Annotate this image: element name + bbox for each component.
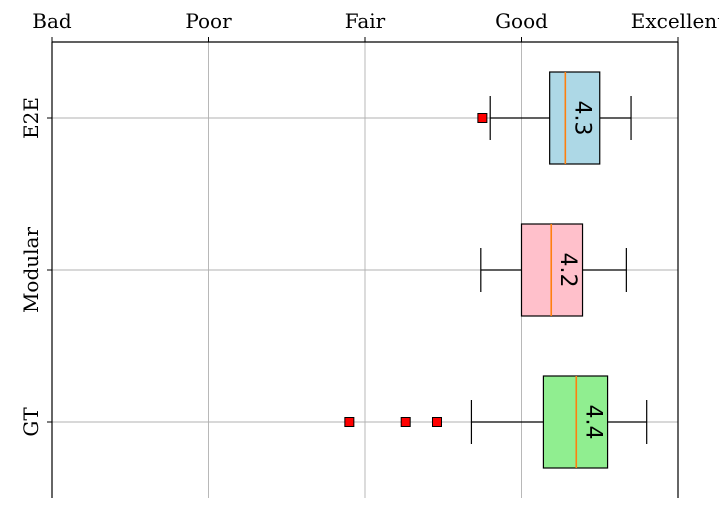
y-category-label: Modular [19, 227, 43, 314]
outlier-point [400, 417, 411, 427]
box-modular [480, 223, 627, 317]
x-tick-label: Fair [345, 9, 386, 33]
axes [47, 37, 679, 498]
y-category-label: E2E [19, 97, 43, 139]
iqr-box [549, 71, 601, 165]
x-tick-label: Poor [185, 9, 232, 33]
median-value-label: 4.4 [580, 405, 605, 440]
x-tick-label: Bad [32, 9, 72, 33]
outlier-point [477, 113, 488, 123]
outlier-point [344, 417, 355, 427]
box-gt [344, 375, 648, 469]
y-category-label: GT [19, 407, 43, 437]
labels: Bad Poor Fair Good Excellent E2E 4.3 Modular 4.2… [19, 9, 719, 440]
x-tick-label: Good [495, 9, 548, 33]
box-e2e [477, 71, 632, 165]
median-value-label: 4.2 [555, 253, 580, 288]
boxes [344, 71, 648, 469]
x-tick-label: Excellent [631, 9, 719, 33]
median-value-label: 4.3 [569, 101, 594, 136]
outlier-point [431, 417, 442, 427]
